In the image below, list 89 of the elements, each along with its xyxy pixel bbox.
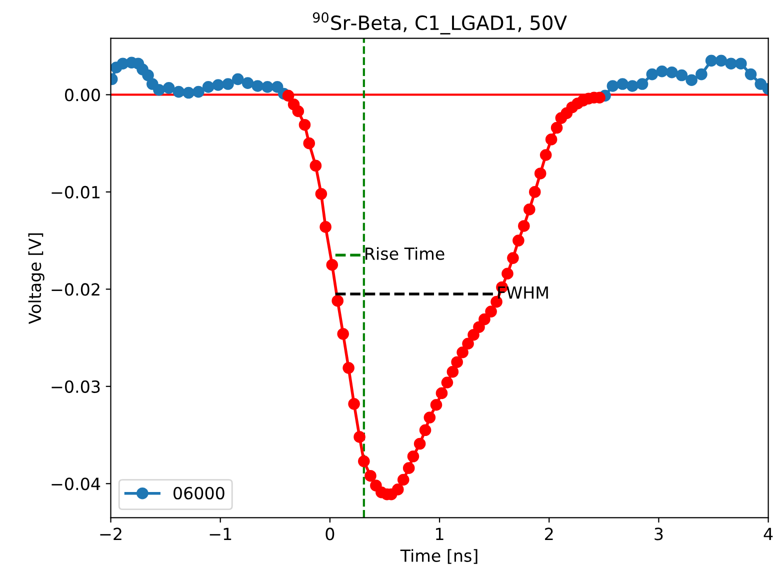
- point: [512, 234, 524, 246]
- annotation: Rise Time: [366, 247, 444, 260]
- point: [725, 58, 737, 70]
- point: [744, 68, 757, 80]
- point: [310, 160, 322, 172]
- point: [232, 73, 244, 86]
- point: [456, 346, 468, 358]
- point: [676, 69, 688, 82]
- y-tick-label: −0.03: [52, 380, 100, 393]
- point: [142, 69, 154, 82]
- point: [636, 78, 648, 90]
- point: [715, 54, 728, 67]
- point: [407, 450, 420, 462]
- point: [424, 412, 436, 424]
- point: [626, 80, 638, 92]
- x-tick-label: 1: [436, 528, 444, 540]
- x-axis-title: Time [ns]: [400, 549, 478, 564]
- point: [282, 90, 294, 102]
- point: [397, 474, 410, 486]
- y-tick-label: −0.02: [52, 283, 100, 296]
- point: [252, 80, 264, 92]
- point: [326, 258, 338, 271]
- point: [262, 81, 274, 93]
- point: [485, 306, 497, 318]
- point: [315, 188, 328, 200]
- point: [192, 86, 204, 98]
- point: [271, 81, 284, 93]
- point: [348, 398, 360, 410]
- point: [523, 204, 536, 216]
- point: [182, 86, 194, 99]
- point: [430, 398, 442, 411]
- point: [507, 252, 519, 264]
- y-tick-label: −0.04: [52, 478, 100, 490]
- point: [446, 366, 459, 378]
- x-tick-label: 3: [654, 528, 663, 540]
- point: [436, 387, 448, 400]
- point: [534, 168, 546, 180]
- point: [646, 68, 658, 80]
- point: [172, 86, 185, 98]
- point: [545, 134, 558, 146]
- point: [468, 328, 480, 341]
- x-tick-label: 4: [764, 528, 773, 540]
- point: [616, 78, 628, 90]
- point: [414, 438, 426, 450]
- x-tick-label: −1: [210, 528, 232, 540]
- legend-label: 06000: [174, 486, 224, 500]
- point: [451, 356, 463, 368]
- point: [392, 484, 404, 496]
- point: [735, 58, 747, 70]
- point: [354, 431, 366, 443]
- point: [473, 321, 485, 333]
- point: [518, 220, 530, 232]
- point: [540, 149, 552, 161]
- chart-title: $^{90}$Sr-Beta, C1_LGAD1, 50V: [312, 12, 567, 34]
- y-axis-title: Voltage [V]: [28, 233, 44, 324]
- point: [666, 66, 678, 78]
- point: [153, 84, 165, 96]
- point: [202, 81, 214, 93]
- x-tick-label: 0: [326, 528, 334, 540]
- point: [696, 68, 708, 80]
- point: [705, 54, 718, 67]
- y-tick-label: −0.01: [52, 186, 100, 199]
- point: [212, 79, 224, 91]
- point: [606, 80, 619, 92]
- x-tick-label: −2: [100, 528, 122, 540]
- point: [478, 313, 490, 326]
- y-tick-label: 0.00: [65, 88, 100, 102]
- point: [298, 118, 311, 131]
- point: [550, 122, 563, 134]
- point: [332, 294, 344, 307]
- point: [402, 462, 415, 474]
- point: [342, 362, 354, 374]
- x-tick-label: 2: [545, 528, 553, 540]
- point: [656, 65, 668, 78]
- point: [462, 338, 474, 350]
- point: [364, 470, 376, 482]
- point: [686, 74, 698, 86]
- point: [292, 105, 304, 118]
- point: [337, 328, 349, 340]
- point: [320, 221, 332, 233]
- point: [502, 268, 514, 280]
- point: [242, 77, 254, 89]
- point: [419, 424, 432, 436]
- point: [528, 186, 541, 198]
- point: [162, 82, 175, 94]
- point: [303, 137, 316, 150]
- point: [222, 78, 234, 90]
- point: [358, 455, 370, 468]
- point: [441, 376, 454, 388]
